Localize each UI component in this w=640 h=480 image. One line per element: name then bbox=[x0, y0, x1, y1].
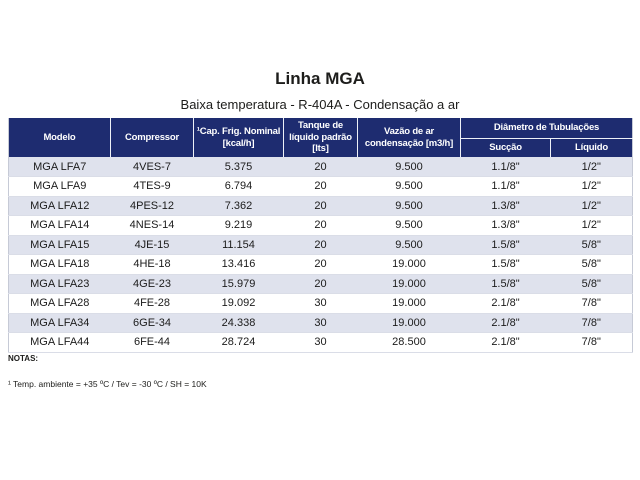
table-cell: 9.500 bbox=[357, 196, 461, 216]
table-cell: 20 bbox=[283, 176, 358, 197]
table-row: MGA LFA44 6FE-44 28.724 30 28.500 2.1/8" 7/8" bbox=[8, 332, 633, 353]
table-cell: MGA LFA14 bbox=[8, 215, 111, 236]
table-cell: MGA LFA7 bbox=[8, 157, 111, 177]
col-header-succao: Sucção bbox=[460, 138, 551, 157]
table-cell: 2.1/8" bbox=[460, 332, 551, 353]
table-cell: 20 bbox=[283, 235, 358, 255]
notes-label: NOTAS: bbox=[8, 354, 39, 363]
table-cell: 6.794 bbox=[193, 176, 284, 197]
table-cell: 4FE-28 bbox=[110, 293, 194, 314]
col-header-liquido: Líquido bbox=[550, 138, 633, 157]
table-row: MGA LFA7 4VES-7 5.375 20 9.500 1.1/8" 1/2" bbox=[8, 157, 633, 177]
table-cell: MGA LFA34 bbox=[8, 313, 111, 333]
table-cell: 4PES-12 bbox=[110, 196, 194, 216]
table-cell: 20 bbox=[283, 274, 358, 294]
table-cell: 30 bbox=[283, 332, 358, 353]
page-subtitle: Baixa temperatura - R-404A - Condensação… bbox=[180, 97, 460, 112]
table-body: MGA LFA7 4VES-7 5.375 20 9.500 1.1/8" 1/2" MGA … bbox=[8, 157, 633, 353]
table-cell: 6GE-34 bbox=[110, 313, 194, 333]
table-cell: 20 bbox=[283, 254, 358, 275]
table-cell: 19.000 bbox=[357, 274, 461, 294]
table-cell: 5/8" bbox=[550, 235, 633, 255]
table-cell: 7/8" bbox=[550, 313, 633, 333]
col-header-cap-frig-nominal: ¹Cap. Frig. Nominal [kcal/h] bbox=[193, 118, 284, 157]
table-cell: 1/2" bbox=[550, 196, 633, 216]
table-cell: 9.500 bbox=[357, 235, 461, 255]
table-cell: MGA LFA44 bbox=[8, 332, 111, 353]
table-cell: 2.1/8" bbox=[460, 293, 551, 314]
table-cell: MGA LFA9 bbox=[8, 176, 111, 197]
table-cell: 1/2" bbox=[550, 215, 633, 236]
table-cell: 7/8" bbox=[550, 332, 633, 353]
table-cell: 30 bbox=[283, 293, 358, 314]
table-cell: 28.500 bbox=[357, 332, 461, 353]
table-row: MGA LFA34 6GE-34 24.338 30 19.000 2.1/8" 7/8" bbox=[8, 313, 633, 333]
table-cell: 1.5/8" bbox=[460, 274, 551, 294]
table-row: MGA LFA23 4GE-23 15.979 20 19.000 1.5/8" 5/8" bbox=[8, 274, 633, 294]
table-cell: 1.1/8" bbox=[460, 176, 551, 197]
table-cell: 4VES-7 bbox=[110, 157, 194, 177]
table-cell: 9.500 bbox=[357, 215, 461, 236]
table-cell: 4HE-18 bbox=[110, 254, 194, 275]
table-cell: 9.500 bbox=[357, 176, 461, 197]
table-cell: 1.5/8" bbox=[460, 235, 551, 255]
table-cell: 1.3/8" bbox=[460, 215, 551, 236]
table-cell: 9.219 bbox=[193, 215, 284, 236]
table-cell: 5/8" bbox=[550, 254, 633, 275]
table-row: MGA LFA18 4HE-18 13.416 20 19.000 1.5/8" 5/8" bbox=[8, 254, 633, 275]
spec-table: Modelo Compressor ¹Cap. Frig. Nominal [k… bbox=[8, 118, 634, 353]
table-cell: MGA LFA23 bbox=[8, 274, 111, 294]
col-header-vazao-ar: Vazão de ar condensação [m3/h] bbox=[357, 118, 461, 157]
table-cell: 4JE-15 bbox=[110, 235, 194, 255]
table-cell: 5/8" bbox=[550, 274, 633, 294]
table-row: MGA LFA15 4JE-15 11.154 20 9.500 1.5/8" 5/8" bbox=[8, 235, 633, 255]
table-header: Modelo Compressor ¹Cap. Frig. Nominal [k… bbox=[8, 118, 633, 157]
table-cell: 1/2" bbox=[550, 157, 633, 177]
page-title: Linha MGA bbox=[275, 69, 365, 88]
table-cell: MGA LFA15 bbox=[8, 235, 111, 255]
table-cell: 19.000 bbox=[357, 254, 461, 275]
table-cell: 1.1/8" bbox=[460, 157, 551, 177]
table-row: MGA LFA14 4NES-14 9.219 20 9.500 1.3/8" 1/2" bbox=[8, 215, 633, 236]
table-cell: 20 bbox=[283, 157, 358, 177]
table-cell: 5.375 bbox=[193, 157, 284, 177]
table-cell: 1.5/8" bbox=[460, 254, 551, 275]
table-row: MGA LFA28 4FE-28 19.092 30 19.000 2.1/8" 7/8" bbox=[8, 293, 633, 314]
table-cell: MGA LFA18 bbox=[8, 254, 111, 275]
col-header-diametro-tubulacoes: Diâmetro de Tubulações bbox=[460, 118, 633, 139]
table-cell: 4TES-9 bbox=[110, 176, 194, 197]
table-cell: MGA LFA28 bbox=[8, 293, 111, 314]
table-cell: 20 bbox=[283, 196, 358, 216]
table-cell: 7/8" bbox=[550, 293, 633, 314]
table-row: MGA LFA9 4TES-9 6.794 20 9.500 1.1/8" 1/2" bbox=[8, 176, 633, 197]
table-cell: 19.000 bbox=[357, 293, 461, 314]
table-cell: 4NES-14 bbox=[110, 215, 194, 236]
note-item: ¹ Temp. ambiente = +35 ºC / Tev = -30 ºC… bbox=[8, 379, 207, 389]
table-cell: 2.1/8" bbox=[460, 313, 551, 333]
table-cell: 13.416 bbox=[193, 254, 284, 275]
table-cell: 4GE-23 bbox=[110, 274, 194, 294]
table-row: MGA LFA12 4PES-12 7.362 20 9.500 1.3/8" 1/2" bbox=[8, 196, 633, 216]
table-cell: 1.3/8" bbox=[460, 196, 551, 216]
table-cell: 6FE-44 bbox=[110, 332, 194, 353]
col-header-compressor: Compressor bbox=[110, 118, 194, 157]
table-cell: 20 bbox=[283, 215, 358, 236]
col-header-tanque-liquido: Tanque de líquido padrão [lts] bbox=[283, 118, 358, 157]
col-header-modelo: Modelo bbox=[8, 118, 111, 157]
table-cell: 19.092 bbox=[193, 293, 284, 314]
table-cell: 9.500 bbox=[357, 157, 461, 177]
table-cell: 24.338 bbox=[193, 313, 284, 333]
table-cell: 19.000 bbox=[357, 313, 461, 333]
table-cell: 1/2" bbox=[550, 176, 633, 197]
table-cell: 15.979 bbox=[193, 274, 284, 294]
table-cell: 7.362 bbox=[193, 196, 284, 216]
table-cell: 30 bbox=[283, 313, 358, 333]
table-cell: 11.154 bbox=[193, 235, 284, 255]
table-cell: 28.724 bbox=[193, 332, 284, 353]
table-cell: MGA LFA12 bbox=[8, 196, 111, 216]
